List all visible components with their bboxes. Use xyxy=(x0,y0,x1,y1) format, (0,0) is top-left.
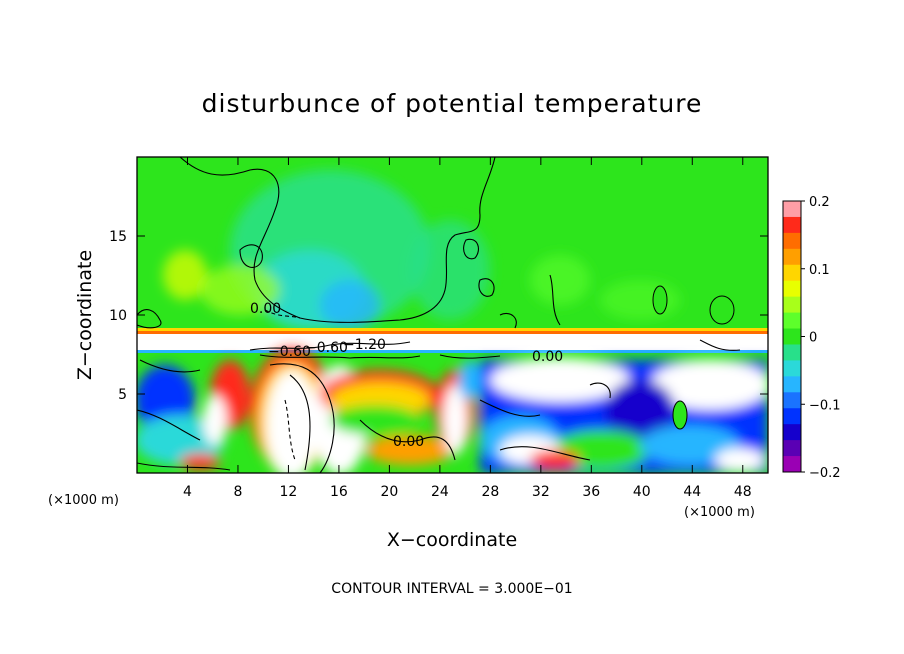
y-axis: 5 10 15 xyxy=(109,229,768,403)
contour-label: −0.60 xyxy=(305,340,348,356)
colorbar-segment xyxy=(783,201,801,218)
colorbar-ticks: 0.2 0.1 0 −0.1 −0.2 xyxy=(801,195,841,481)
colorbar-segment xyxy=(783,232,801,250)
x-units: (×1000 m) xyxy=(684,505,755,520)
colorbar-segment xyxy=(783,408,801,425)
contour-interval: CONTOUR INTERVAL = 3.000E−01 xyxy=(331,581,572,597)
colorbar-tick-label: 0.1 xyxy=(809,263,830,278)
colorbar-tick-label: 0 xyxy=(809,331,817,346)
colorbar-tick-label: −0.2 xyxy=(809,466,841,481)
x-tick-label: 28 xyxy=(481,484,499,500)
colorbar-segment xyxy=(783,344,801,361)
colorbar-tick-label: 0.2 xyxy=(809,195,830,210)
contour-label: −1.20 xyxy=(343,337,386,353)
colorbar-segment xyxy=(783,440,801,457)
colorbar-segment xyxy=(783,424,801,441)
y-axis-label: Z−coordinate xyxy=(74,250,96,380)
contour-label: 0.00 xyxy=(393,434,424,450)
x-tick-label: 4 xyxy=(183,484,192,500)
colorbar-tick-label: −0.1 xyxy=(809,398,841,413)
colorbar-segment xyxy=(783,312,801,330)
x-tick-label: 12 xyxy=(280,484,298,500)
colorbar-segment xyxy=(783,248,801,266)
x-tick-label: 24 xyxy=(431,484,449,500)
x-tick-label: 44 xyxy=(683,484,701,500)
y-tick-label: 15 xyxy=(109,229,127,245)
y-tick-label: 5 xyxy=(118,387,127,403)
colorbar-segment xyxy=(783,376,801,393)
x-tick-label: 40 xyxy=(633,484,651,500)
x-tick-label: 8 xyxy=(233,484,242,500)
colorbar-segment xyxy=(783,392,801,409)
contour-label: −0.60 xyxy=(268,344,311,360)
heatmap-field xyxy=(137,157,768,473)
colorbar-segment xyxy=(783,360,801,377)
x-tick-label: 20 xyxy=(380,484,398,500)
x-tick-label: 36 xyxy=(582,484,600,500)
x-axis-label: X−coordinate xyxy=(387,529,517,551)
contour-label: 0.00 xyxy=(250,301,281,317)
contour-labels: 0.00 −0.60 −0.60 −1.20 0.00 0.00 xyxy=(250,301,563,450)
colorbar-segment xyxy=(783,296,801,314)
x-tick-label: 48 xyxy=(734,484,752,500)
x-units-left: (×1000 m) xyxy=(48,493,119,508)
colorbar xyxy=(783,201,801,473)
contour-label: 0.00 xyxy=(532,349,563,365)
chart-title: disturbunce of potential temperature xyxy=(202,89,703,118)
colorbar-segment xyxy=(783,456,801,473)
y-tick-label: 10 xyxy=(109,308,127,324)
x-tick-label: 32 xyxy=(532,484,550,500)
colorbar-segment xyxy=(783,328,801,345)
contour-lines xyxy=(137,157,741,473)
x-tick-label: 16 xyxy=(330,484,348,500)
colorbar-segment xyxy=(783,216,801,234)
colorbar-segment xyxy=(783,264,801,282)
colorbar-segment xyxy=(783,280,801,298)
x-axis: 4 8 12 16 20 24 28 32 36 40 44 48 xyxy=(183,157,752,500)
